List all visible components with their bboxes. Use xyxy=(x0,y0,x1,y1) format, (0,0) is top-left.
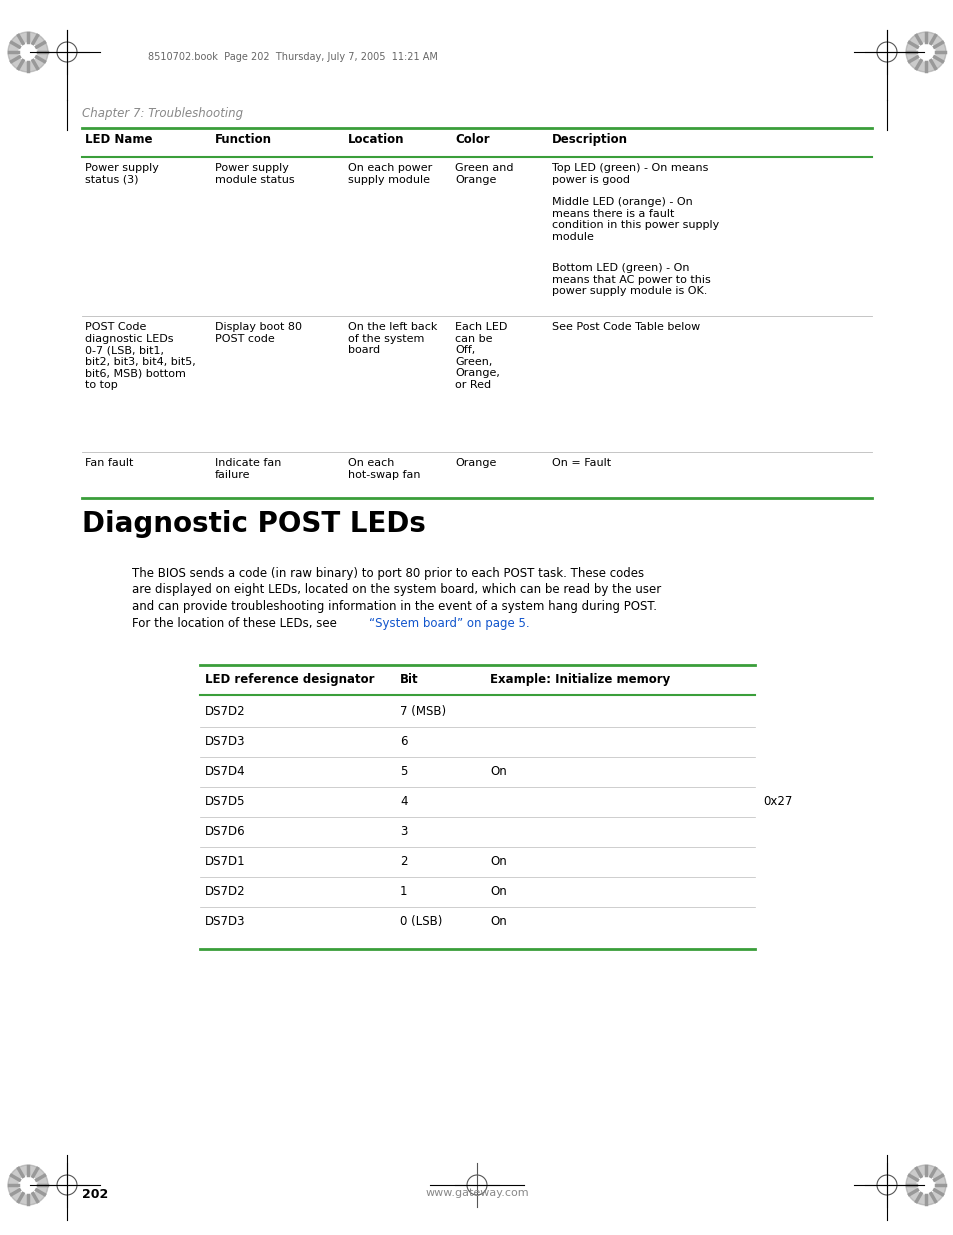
Text: DS7D1: DS7D1 xyxy=(205,855,245,868)
Text: On: On xyxy=(490,885,506,898)
Text: Fan fault: Fan fault xyxy=(85,458,133,468)
Text: On: On xyxy=(490,915,506,927)
Circle shape xyxy=(905,32,945,72)
Text: Orange: Orange xyxy=(455,458,496,468)
Text: LED Name: LED Name xyxy=(85,133,152,146)
Text: On each
hot-swap fan: On each hot-swap fan xyxy=(348,458,420,479)
Text: Each LED
can be
Off,
Green,
Orange,
or Red: Each LED can be Off, Green, Orange, or R… xyxy=(455,322,507,390)
Text: LED reference designator: LED reference designator xyxy=(205,673,375,685)
Text: On the left back
of the system
board: On the left back of the system board xyxy=(348,322,436,356)
Text: 2: 2 xyxy=(399,855,407,868)
Text: and can provide troubleshooting information in the event of a system hang during: and can provide troubleshooting informat… xyxy=(132,600,657,613)
Text: DS7D4: DS7D4 xyxy=(205,764,245,778)
Circle shape xyxy=(905,1165,945,1205)
Text: Bottom LED (green) - On
means that AC power to this
power supply module is OK.: Bottom LED (green) - On means that AC po… xyxy=(552,263,710,296)
Circle shape xyxy=(8,32,48,72)
Text: On: On xyxy=(490,855,506,868)
Text: DS7D2: DS7D2 xyxy=(205,885,245,898)
Text: The BIOS sends a code (in raw binary) to port 80 prior to each POST task. These : The BIOS sends a code (in raw binary) to… xyxy=(132,567,643,580)
Text: POST Code
diagnostic LEDs
0-7 (LSB, bit1,
bit2, bit3, bit4, bit5,
bit6, MSB) bot: POST Code diagnostic LEDs 0-7 (LSB, bit1… xyxy=(85,322,195,390)
Circle shape xyxy=(19,43,37,61)
Text: 3: 3 xyxy=(399,825,407,839)
Text: On: On xyxy=(490,764,506,778)
Text: Middle LED (orange) - On
means there is a fault
condition in this power supply
m: Middle LED (orange) - On means there is … xyxy=(552,198,719,242)
Text: See Post Code Table below: See Post Code Table below xyxy=(552,322,700,332)
Text: Location: Location xyxy=(348,133,404,146)
Circle shape xyxy=(19,1176,37,1194)
Text: On each power
supply module: On each power supply module xyxy=(348,163,432,184)
Text: Diagnostic POST LEDs: Diagnostic POST LEDs xyxy=(82,510,425,538)
Text: www.gateway.com: www.gateway.com xyxy=(425,1188,528,1198)
Text: For the location of these LEDs, see: For the location of these LEDs, see xyxy=(132,616,340,630)
Text: DS7D6: DS7D6 xyxy=(205,825,245,839)
Text: Description: Description xyxy=(552,133,627,146)
Text: 5: 5 xyxy=(399,764,407,778)
Text: DS7D3: DS7D3 xyxy=(205,915,245,927)
Text: Bit: Bit xyxy=(399,673,418,685)
Text: Power supply
status (3): Power supply status (3) xyxy=(85,163,159,184)
Text: Indicate fan
failure: Indicate fan failure xyxy=(214,458,281,479)
Text: Color: Color xyxy=(455,133,489,146)
Text: Display boot 80
POST code: Display boot 80 POST code xyxy=(214,322,302,343)
Text: 1: 1 xyxy=(399,885,407,898)
Text: 6: 6 xyxy=(399,735,407,748)
Text: DS7D2: DS7D2 xyxy=(205,705,245,718)
Circle shape xyxy=(916,1176,934,1194)
Text: DS7D5: DS7D5 xyxy=(205,795,245,808)
Text: 0x27: 0x27 xyxy=(762,795,792,808)
Text: 4: 4 xyxy=(399,795,407,808)
Text: Example: Initialize memory: Example: Initialize memory xyxy=(490,673,670,685)
Circle shape xyxy=(8,1165,48,1205)
Text: Power supply
module status: Power supply module status xyxy=(214,163,294,184)
Text: “System board” on page 5.: “System board” on page 5. xyxy=(369,616,529,630)
Text: 0 (LSB): 0 (LSB) xyxy=(399,915,442,927)
Circle shape xyxy=(916,43,934,61)
Text: 202: 202 xyxy=(82,1188,108,1200)
Text: On = Fault: On = Fault xyxy=(552,458,611,468)
Text: Function: Function xyxy=(214,133,272,146)
Text: Green and
Orange: Green and Orange xyxy=(455,163,513,184)
Text: Chapter 7: Troubleshooting: Chapter 7: Troubleshooting xyxy=(82,107,243,120)
Text: DS7D3: DS7D3 xyxy=(205,735,245,748)
Text: are displayed on eight LEDs, located on the system board, which can be read by t: are displayed on eight LEDs, located on … xyxy=(132,583,660,597)
Text: Top LED (green) - On means
power is good: Top LED (green) - On means power is good xyxy=(552,163,708,184)
Text: 7 (MSB): 7 (MSB) xyxy=(399,705,446,718)
Text: 8510702.book  Page 202  Thursday, July 7, 2005  11:21 AM: 8510702.book Page 202 Thursday, July 7, … xyxy=(148,52,437,62)
